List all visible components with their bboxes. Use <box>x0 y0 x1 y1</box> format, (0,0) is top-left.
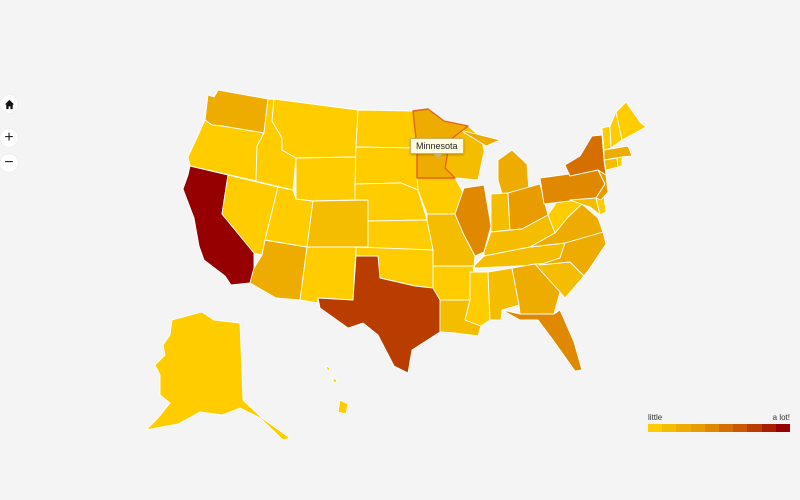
home-icon <box>4 99 14 109</box>
legend-swatch <box>719 424 734 432</box>
legend-swatch <box>761 424 776 432</box>
state-wyoming[interactable] <box>295 156 357 202</box>
legend-swatch <box>775 424 791 432</box>
state-new-york[interactable] <box>564 134 607 177</box>
state-maine[interactable] <box>615 101 647 141</box>
state-north-dakota[interactable] <box>355 109 418 149</box>
legend-swatch <box>747 424 762 432</box>
legend-swatches <box>648 424 791 432</box>
legend-swatch <box>704 424 720 432</box>
state-arkansas[interactable] <box>432 265 475 301</box>
state-alaska[interactable] <box>145 311 291 441</box>
legend-swatch <box>662 424 677 432</box>
legend-low-label: little <box>648 413 663 422</box>
home-button[interactable] <box>0 95 18 113</box>
legend-high-label: a lot! <box>772 413 790 422</box>
state-colorado[interactable] <box>306 199 369 248</box>
legend-swatch <box>676 424 691 432</box>
state-new-jersey[interactable] <box>595 169 609 201</box>
zoom-in-button[interactable]: + <box>0 129 18 147</box>
state-rhode-island[interactable] <box>616 156 623 168</box>
state-hawaii[interactable] <box>325 365 349 415</box>
legend-swatch <box>648 424 663 432</box>
state-florida[interactable] <box>501 309 583 372</box>
state-new-mexico[interactable] <box>299 246 357 304</box>
state-indiana[interactable] <box>490 192 511 233</box>
legend-swatch <box>690 424 705 432</box>
state-texas[interactable] <box>317 255 442 374</box>
state-montana[interactable] <box>271 98 359 159</box>
zoom-out-button[interactable]: − <box>0 154 18 172</box>
state-kansas[interactable] <box>367 219 434 251</box>
state-tooltip: Minnesota <box>410 138 464 159</box>
color-legend: little a lot! <box>648 413 791 432</box>
legend-swatch <box>733 424 748 432</box>
state-massachusetts[interactable] <box>603 145 633 161</box>
state-vermont[interactable] <box>601 125 612 151</box>
state-illinois[interactable] <box>454 184 492 257</box>
state-north-carolina[interactable] <box>538 231 607 277</box>
